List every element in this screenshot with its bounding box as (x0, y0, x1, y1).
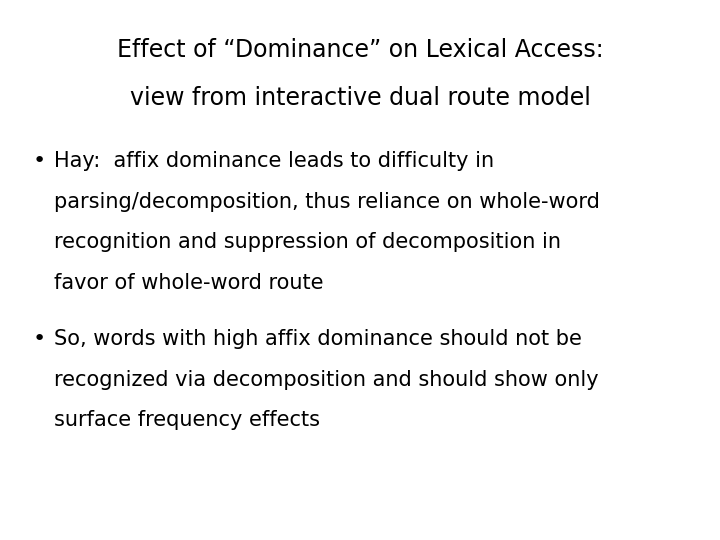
Text: So, words with high affix dominance should not be: So, words with high affix dominance shou… (54, 329, 582, 349)
Text: •: • (33, 329, 46, 349)
Text: recognized via decomposition and should show only: recognized via decomposition and should … (54, 370, 598, 390)
Text: surface frequency effects: surface frequency effects (54, 410, 320, 430)
Text: favor of whole-word route: favor of whole-word route (54, 273, 323, 293)
Text: parsing/decomposition, thus reliance on whole-word: parsing/decomposition, thus reliance on … (54, 192, 600, 212)
Text: Effect of “Dominance” on Lexical Access:: Effect of “Dominance” on Lexical Access: (117, 38, 603, 62)
Text: •: • (33, 151, 46, 171)
Text: Hay:  affix dominance leads to difficulty in: Hay: affix dominance leads to difficulty… (54, 151, 494, 171)
Text: recognition and suppression of decomposition in: recognition and suppression of decomposi… (54, 232, 561, 252)
Text: view from interactive dual route model: view from interactive dual route model (130, 86, 590, 110)
